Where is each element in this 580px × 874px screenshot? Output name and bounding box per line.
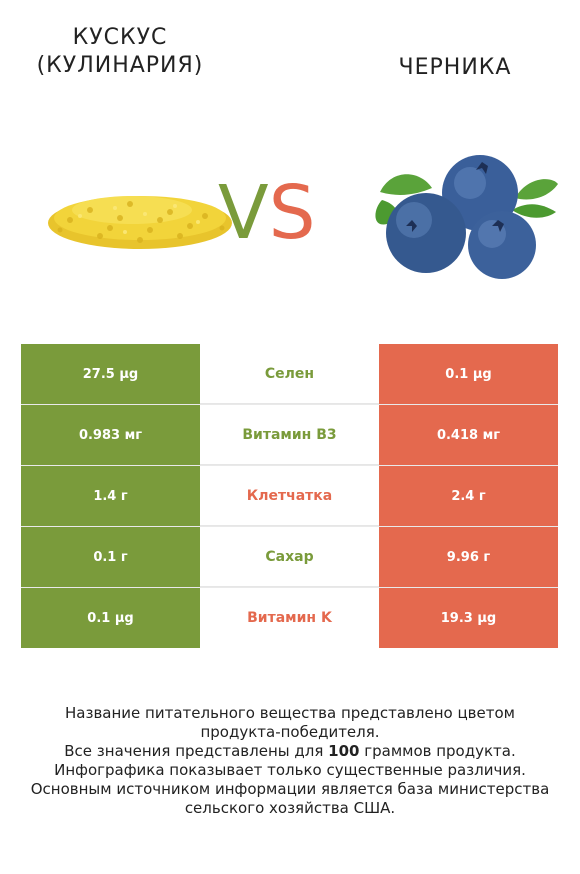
table-row: 0.1 г Сахар 9.96 г [21,527,558,588]
nutrient-name: Витамин K [200,588,379,648]
nutrient-name: Витамин B3 [200,405,379,465]
right-value: 9.96 г [379,527,558,587]
right-value: 19.3 µg [379,588,558,648]
right-value: 0.418 мг [379,405,558,465]
table-row: 27.5 µg Селен 0.1 µg [21,344,558,405]
footer-text: граммов продукта. [359,742,516,760]
left-value: 0.1 г [21,527,200,587]
left-product-title: КУСКУС (КУЛИНАРИЯ) [20,24,220,80]
nutrient-name: Селен [200,344,379,404]
nutrient-name: Клетчатка [200,466,379,526]
hero-illustration [48,155,558,279]
left-title-line1: КУСКУС [72,25,168,50]
right-product-title: ЧЕРНИКА [398,55,512,80]
left-value: 1.4 г [21,466,200,526]
footer-line: продукта-победителя. [200,723,380,741]
vs-label: VS [218,168,316,258]
footer-line: Инфографика показывает только существенн… [54,761,526,779]
footer-amount: 100 [328,742,360,760]
footer-note: Название питательного вещества представл… [20,704,560,818]
right-value: 2.4 г [379,466,558,526]
vs-v-letter: V [218,170,269,256]
left-value: 27.5 µg [21,344,200,404]
left-title-line2: (КУЛИНАРИЯ) [36,53,204,78]
footer-line: Основным источником информации является … [30,780,550,798]
left-value: 0.983 мг [21,405,200,465]
table-row: 0.1 µg Витамин K 19.3 µg [21,588,558,649]
footer-line: Все значения представлены для 100 граммо… [20,742,560,761]
vs-s-letter: S [268,170,316,256]
footer-line: Название питательного вещества представл… [65,704,515,722]
table-row: 0.983 мг Витамин B3 0.418 мг [21,405,558,466]
couscous-image [48,196,232,249]
footer-text: Все значения представлены для [64,742,329,760]
blueberry-image [375,155,558,279]
left-value: 0.1 µg [21,588,200,648]
right-value: 0.1 µg [379,344,558,404]
comparison-table: 27.5 µg Селен 0.1 µg 0.983 мг Витамин B3… [21,344,558,649]
table-row: 1.4 г Клетчатка 2.4 г [21,466,558,527]
footer-line: сельского хозяйства США. [184,799,396,817]
nutrient-name: Сахар [200,527,379,587]
